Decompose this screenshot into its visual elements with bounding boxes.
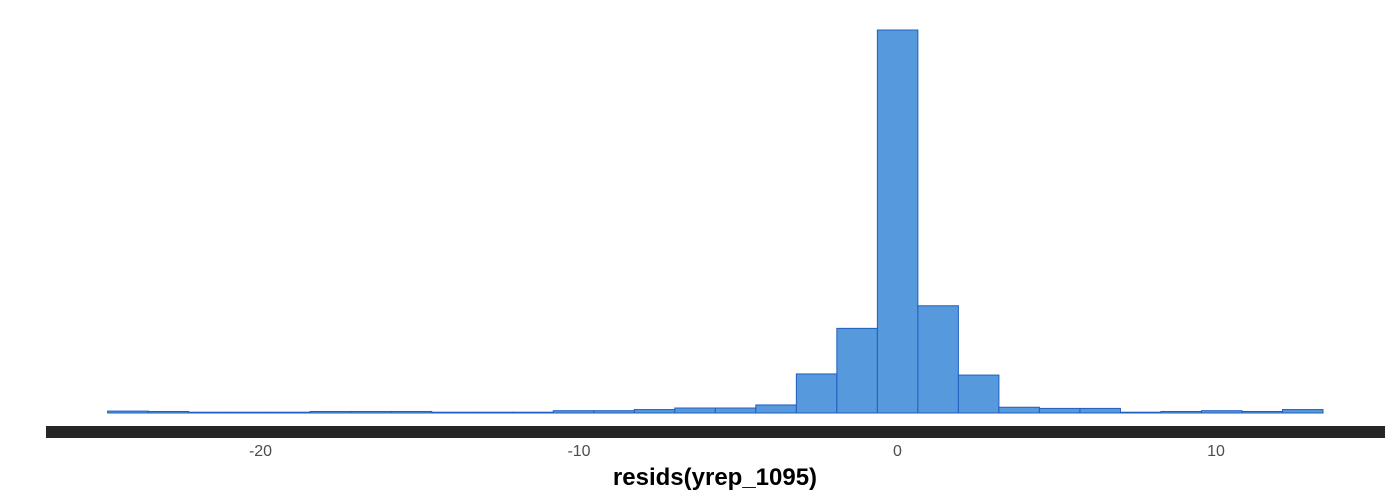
histogram-bar <box>552 410 595 414</box>
histogram-bar <box>431 411 473 414</box>
histogram-bar <box>795 373 838 414</box>
x-axis-line <box>46 426 1385 438</box>
histogram-bar <box>512 411 554 414</box>
histogram-bar <box>593 410 635 414</box>
histogram-bar <box>836 327 878 414</box>
x-axis-title: resids(yrep_1095) <box>613 464 817 491</box>
x-tick-label: 10 <box>1207 443 1225 460</box>
histogram-bar <box>957 374 1000 414</box>
histogram-bar <box>1200 410 1243 414</box>
histogram-bars <box>107 29 1324 414</box>
histogram-bar <box>633 409 676 414</box>
histogram-bar <box>1241 410 1283 414</box>
x-tick-label: -20 <box>249 443 272 460</box>
histogram-bar <box>147 410 190 414</box>
x-tick-label: 0 <box>893 443 902 460</box>
histogram-bar <box>107 410 149 414</box>
histogram-bar <box>674 407 716 414</box>
histogram-bar <box>917 305 959 414</box>
histogram-bar <box>1079 407 1121 414</box>
histogram-bar <box>309 410 352 414</box>
histogram-bar <box>1282 409 1324 414</box>
histogram-bar <box>755 404 797 414</box>
histogram-bar <box>1119 411 1162 414</box>
histogram-bar <box>1038 407 1081 414</box>
x-tick-label: -10 <box>567 443 590 460</box>
histogram-bar <box>714 407 757 414</box>
histogram-bar <box>876 29 919 414</box>
x-axis-ticks: -20 -10 0 10 <box>249 443 1225 460</box>
histogram-bar <box>188 411 230 414</box>
histogram-bar <box>471 411 514 414</box>
histogram-bar <box>269 411 311 414</box>
histogram-bar <box>390 410 433 414</box>
histogram-bar <box>998 406 1040 414</box>
histogram-bar <box>228 411 271 414</box>
histogram-bar <box>350 410 392 414</box>
histogram-bar <box>1160 410 1202 414</box>
